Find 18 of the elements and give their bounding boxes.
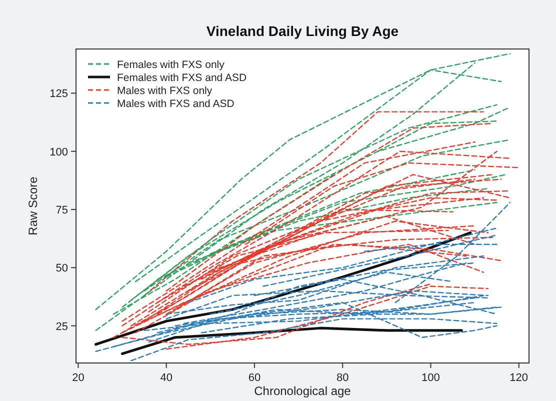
x-tick-label: 120 [510, 372, 528, 384]
x-tick-label: 60 [248, 372, 261, 384]
x-tick-label: 100 [422, 372, 440, 384]
y-tick-label: 125 [50, 88, 68, 100]
y-tick-label: 50 [56, 262, 68, 275]
legend-label: Females with FXS and ASD [117, 72, 247, 84]
legend-label: Males with FXS and ASD [117, 98, 235, 110]
legend-label: Males with FXS only [117, 85, 213, 97]
x-tick-label: 80 [336, 372, 349, 384]
x-axis-title: Chronological age [254, 384, 352, 398]
x-tick-label: 20 [72, 372, 84, 384]
y-tick-label: 75 [56, 204, 68, 216]
y-axis-title: Raw Score [26, 176, 40, 236]
y-tick-label: 25 [56, 320, 68, 333]
y-tick-label: 100 [50, 146, 68, 158]
chart-title: Vineland Daily Living By Age [206, 23, 399, 39]
legend-label: Females with FXS only [117, 59, 226, 71]
x-tick-label: 40 [160, 372, 172, 384]
